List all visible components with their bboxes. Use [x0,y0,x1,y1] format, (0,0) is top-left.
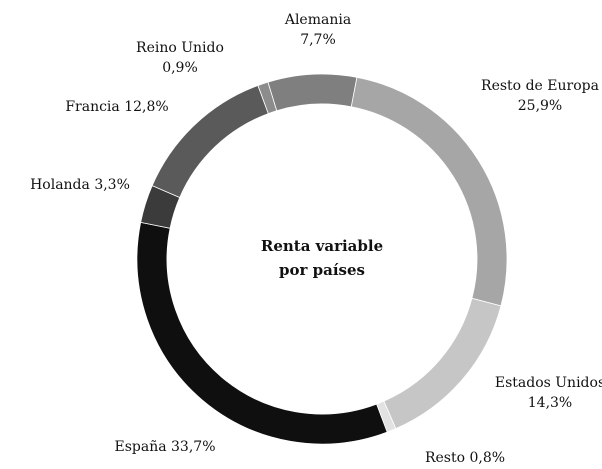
category-label: Estados Unidos [494,375,602,391]
value-label: 3,3% [94,177,130,193]
value-label: 33,7% [171,439,216,455]
value-label: 0,9% [162,60,198,76]
category-label: Reino Unido [136,40,224,56]
donut-segment [383,297,502,430]
slice-label: Resto de Europa 25,9% [475,76,602,116]
slice-label: Alemania 7,7% [268,10,368,50]
category-label: Resto de Europa [481,78,599,94]
chart-title: Renta variable por países [260,237,384,279]
value-label: 14,3% [527,395,573,411]
value-label: 25,9% [517,98,563,114]
category-label: Resto [424,450,466,466]
category-label: Alemania [284,12,352,28]
slice-label: Holanda 3,3% [15,175,145,195]
donut-segment [267,73,358,112]
slice-label: Reino Unido 0,9% [130,38,230,78]
value-label: 12,8% [124,99,169,115]
value-label: 0,8% [469,450,506,466]
value-label: 7,7% [300,32,336,48]
slice-label: Francia 12,8% [52,97,182,117]
category-label: España [114,439,167,455]
category-label: Francia [65,99,120,115]
slice-label: Estados Unidos 14,3% [490,373,602,413]
category-label: Holanda [30,177,90,193]
slice-label: España 33,7% [100,437,230,457]
slice-label: Resto 0,8% [410,448,520,468]
donut-segment [257,81,278,115]
